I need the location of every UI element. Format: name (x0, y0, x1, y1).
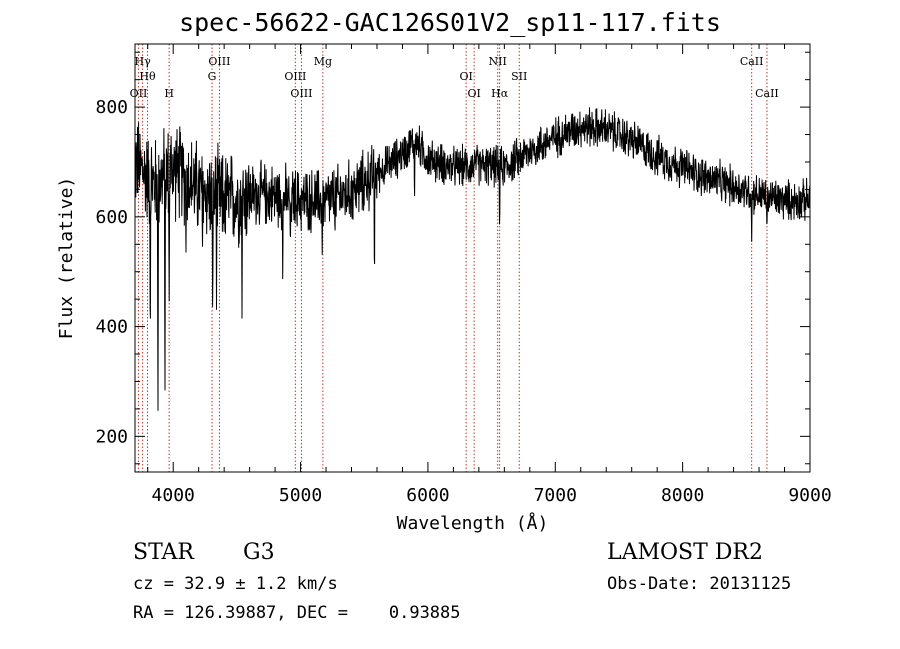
spectral-line-label: OIII (284, 70, 306, 83)
spectral-line-label: Mg (314, 55, 332, 68)
y-tick-label: 400 (95, 317, 128, 338)
spectral-line-label: OIII (290, 87, 312, 100)
chart-title: spec-56622-GAC126S01V2_sp11-117.fits (179, 8, 721, 37)
obs-date: Obs-Date: 20131125 (607, 574, 792, 594)
redshift-cz: cz = 32.9 ± 1.2 km/s (133, 574, 338, 594)
spectral-line-label: OI (467, 87, 480, 100)
x-tick-label: 8000 (661, 485, 704, 506)
x-tick-label: 9000 (788, 485, 831, 506)
y-tick-label: 200 (95, 426, 128, 447)
y-tick-label: 800 (95, 97, 128, 118)
spectral-line-label: OIII (208, 55, 230, 68)
spectral-line-label: SII (511, 70, 527, 83)
ra-dec: RA = 126.39887, DEC = 0.93885 (133, 603, 461, 623)
spectral-line-label: G (208, 70, 217, 83)
y-axis-label: Flux (relative) (56, 177, 77, 340)
spectral-line-label: OII (130, 87, 148, 100)
y-tick-label: 600 (95, 207, 128, 228)
x-tick-label: 6000 (406, 485, 449, 506)
object-subclass: G3 (243, 540, 275, 565)
plot-frame (134, 43, 811, 473)
spectral-line-label: Hθ (139, 70, 156, 83)
spectral-line-label: CaII (740, 55, 764, 68)
spectral-line-label: NII (489, 55, 507, 68)
spectral-line-label: OI (459, 70, 472, 83)
x-tick-label: 7000 (534, 485, 577, 506)
spectral-line-label: CaII (755, 87, 779, 100)
object-class: STAR (133, 540, 194, 565)
spectral-line-label: Hγ (135, 55, 152, 68)
spectrum-series (134, 107, 811, 411)
spectral-line-label: H (164, 87, 174, 100)
spectral-line-label: Hα (491, 87, 509, 100)
x-axis-label: Wavelength (Å) (397, 512, 549, 534)
x-tick-label: 4000 (152, 485, 195, 506)
x-tick-label: 5000 (279, 485, 322, 506)
survey-name: LAMOST DR2 (607, 540, 763, 565)
